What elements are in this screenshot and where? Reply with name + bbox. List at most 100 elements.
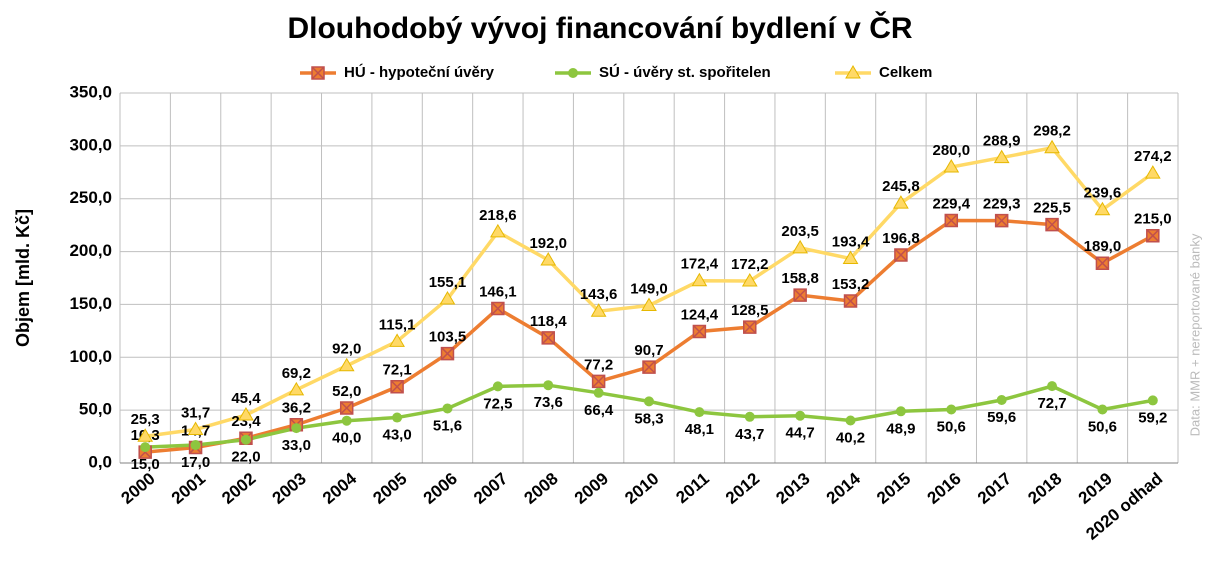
x-tick-label: 2002 <box>218 469 259 508</box>
data-label: 158,8 <box>781 270 819 287</box>
point <box>845 415 856 426</box>
point <box>996 394 1007 405</box>
point <box>943 159 960 173</box>
point <box>137 428 154 442</box>
data-label: 155,1 <box>429 274 467 291</box>
point <box>392 412 403 423</box>
point <box>743 320 757 334</box>
legend-label: HÚ - hypoteční úvěry <box>344 63 495 81</box>
data-label: 153,2 <box>832 276 870 293</box>
data-label: 50,6 <box>937 418 966 435</box>
data-label: 288,9 <box>983 133 1021 150</box>
point <box>993 149 1010 164</box>
point <box>744 411 755 422</box>
data-label: 245,8 <box>882 178 920 195</box>
data-label: 59,2 <box>1138 409 1167 426</box>
point <box>894 248 908 262</box>
point <box>792 239 809 254</box>
point <box>1047 381 1058 392</box>
data-label: 40,2 <box>836 429 865 446</box>
x-tick-label: 2010 <box>621 469 662 508</box>
point <box>1045 217 1059 232</box>
x-tick-label: 2014 <box>823 469 865 508</box>
point <box>541 331 555 345</box>
point <box>1144 165 1161 179</box>
y-tick-label: 200,0 <box>69 241 112 260</box>
point <box>190 440 201 451</box>
point <box>590 303 607 317</box>
data-label: 72,7 <box>1037 395 1066 412</box>
point <box>893 195 909 209</box>
data-label: 15,0 <box>131 456 160 473</box>
x-tick-label: 2001 <box>168 469 209 508</box>
point <box>793 288 807 302</box>
data-label: 69,2 <box>282 365 311 382</box>
point <box>694 407 705 418</box>
data-label: 128,5 <box>731 302 769 319</box>
legend-marker <box>311 66 325 80</box>
x-tick-label: 2017 <box>974 469 1015 508</box>
y-tick-label: 100,0 <box>69 347 112 366</box>
point <box>390 380 404 394</box>
data-label: 115,1 <box>379 316 416 333</box>
data-label: 90,7 <box>634 342 663 359</box>
data-label: 92,0 <box>332 341 361 358</box>
point <box>240 434 251 445</box>
data-label: 143,6 <box>580 286 618 303</box>
point <box>593 387 604 398</box>
point <box>338 357 355 372</box>
x-tick-label: 2018 <box>1024 469 1065 508</box>
point <box>795 410 806 421</box>
y-tick-label: 150,0 <box>69 294 112 313</box>
x-tick-label: 2012 <box>722 469 763 508</box>
point <box>187 421 204 435</box>
point <box>944 213 959 228</box>
data-label: 218,6 <box>479 207 517 224</box>
data-label: 73,6 <box>534 394 563 411</box>
data-label: 59,6 <box>987 409 1016 426</box>
source-note: Data: MMR + nereportované banky <box>1187 233 1202 436</box>
point <box>1097 404 1108 415</box>
point <box>389 333 405 347</box>
data-label: 72,5 <box>483 395 512 412</box>
x-tick-label: 2004 <box>319 469 361 508</box>
x-tick-label: 2007 <box>470 469 511 508</box>
legend-label: Celkem <box>879 64 932 81</box>
y-tick-label: 300,0 <box>69 135 112 154</box>
point <box>489 223 506 238</box>
data-label: 66,4 <box>584 402 614 419</box>
point <box>540 252 557 266</box>
data-label: 203,5 <box>781 223 819 240</box>
legend-marker <box>568 68 578 78</box>
data-label: 40,0 <box>332 430 361 447</box>
point <box>492 381 503 392</box>
point <box>842 250 859 265</box>
point <box>491 301 505 316</box>
point <box>238 407 254 421</box>
data-label: 172,4 <box>681 256 719 273</box>
point <box>843 294 858 308</box>
point <box>644 396 654 407</box>
x-tick-label: 2013 <box>772 469 813 508</box>
point <box>140 442 151 453</box>
data-label: 193,4 <box>832 234 870 251</box>
data-label: 229,3 <box>983 196 1021 213</box>
point <box>291 423 302 434</box>
data-label: 72,1 <box>382 362 411 379</box>
legend-marker <box>845 65 861 79</box>
y-tick-label: 0,0 <box>88 452 112 471</box>
point <box>288 381 305 396</box>
data-label: 103,5 <box>429 329 467 346</box>
point <box>691 272 708 287</box>
x-tick-label: 2008 <box>521 469 562 508</box>
point <box>442 403 453 414</box>
point <box>895 406 906 417</box>
y-tick-label: 50,0 <box>79 400 112 419</box>
point <box>339 401 354 415</box>
data-label: 51,6 <box>433 417 462 434</box>
data-label: 149,0 <box>630 280 668 297</box>
point <box>341 415 352 426</box>
chart-title: Dlouhodobý vývoj financování bydlení v Č… <box>287 11 912 45</box>
data-label: 298,2 <box>1033 123 1071 140</box>
